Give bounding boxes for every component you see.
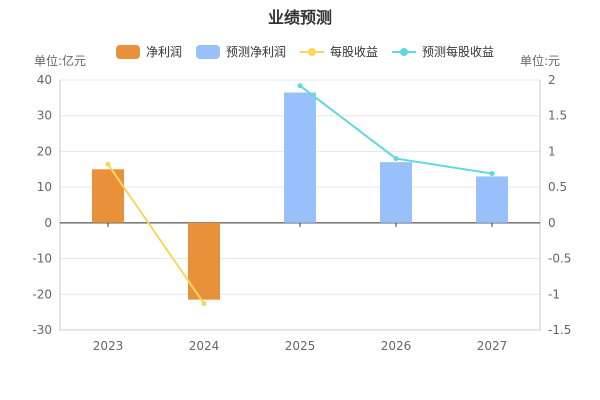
legend-label-net-profit: 净利润 — [146, 45, 183, 59]
bar — [476, 176, 508, 223]
right-axis-unit: 单位:元 — [520, 54, 561, 68]
legend-item-forecast-eps[interactable]: 预测每股收益 — [392, 43, 494, 60]
right-tick-label: -0.5 — [548, 252, 571, 266]
x-tick-label: 2024 — [189, 339, 220, 353]
x-tick-label: 2023 — [93, 339, 124, 353]
right-tick-label: 0 — [548, 216, 556, 230]
legend-item-forecast-net-profit[interactable]: 预测净利润 — [196, 43, 286, 60]
left-tick-label: -20 — [32, 287, 52, 301]
x-tick-label: 2026 — [381, 339, 412, 353]
left-tick-label: 30 — [37, 109, 52, 123]
x-tick-label: 2025 — [285, 339, 316, 353]
right-tick-label: 2 — [548, 73, 556, 87]
left-tick-label: 10 — [37, 180, 52, 194]
x-tick-label: 2027 — [477, 339, 508, 353]
line-point — [105, 161, 111, 167]
line-point — [297, 83, 303, 89]
legend-label-forecast-eps: 预测每股收益 — [422, 45, 495, 59]
line-point — [489, 171, 495, 177]
right-tick-label: -1.5 — [548, 323, 571, 337]
left-tick-label: 40 — [37, 73, 52, 87]
left-tick-label: 20 — [37, 144, 52, 158]
legend-swatch-forecast-net-profit — [196, 44, 221, 59]
bar — [380, 162, 412, 223]
legend-swatch-eps — [300, 45, 325, 59]
left-tick-label: -10 — [32, 252, 52, 266]
legend-swatch-net-profit — [116, 44, 140, 59]
line-point — [393, 156, 399, 162]
left-tick-label: -30 — [32, 323, 52, 337]
legend-label-eps: 每股收益 — [330, 45, 379, 59]
legend-item-eps[interactable]: 每股收益 — [300, 43, 378, 60]
right-tick-label: -1 — [548, 287, 560, 301]
right-tick-label: 1 — [548, 144, 556, 158]
chart-legend: 净利润 预测净利润 每股收益 预测每股收益 — [116, 43, 494, 60]
chart-title: 业绩预测 — [267, 8, 332, 27]
legend-swatch-forecast-eps — [392, 45, 417, 59]
right-tick-label: 1.5 — [548, 109, 567, 123]
left-axis-unit: 单位:亿元 — [34, 54, 87, 68]
left-tick-label: 0 — [44, 216, 52, 230]
line-point — [201, 301, 207, 307]
legend-item-net-profit[interactable]: 净利润 — [116, 43, 182, 60]
bar — [92, 169, 124, 223]
right-tick-label: 0.5 — [548, 180, 567, 194]
legend-label-forecast-net-profit: 预测净利润 — [226, 45, 287, 59]
bar — [284, 92, 316, 223]
series-line — [107, 163, 205, 305]
